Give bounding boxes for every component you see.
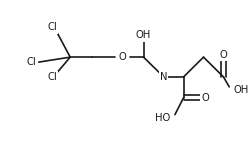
Text: N: N [159,72,166,82]
Text: O: O [118,52,126,62]
Text: Cl: Cl [47,72,57,82]
Text: O: O [219,50,226,60]
Text: Cl: Cl [26,57,36,67]
Text: Cl: Cl [47,22,57,32]
Text: O: O [201,93,208,103]
Text: HO: HO [154,113,170,123]
Text: OH: OH [233,85,248,95]
Text: OH: OH [135,30,150,40]
